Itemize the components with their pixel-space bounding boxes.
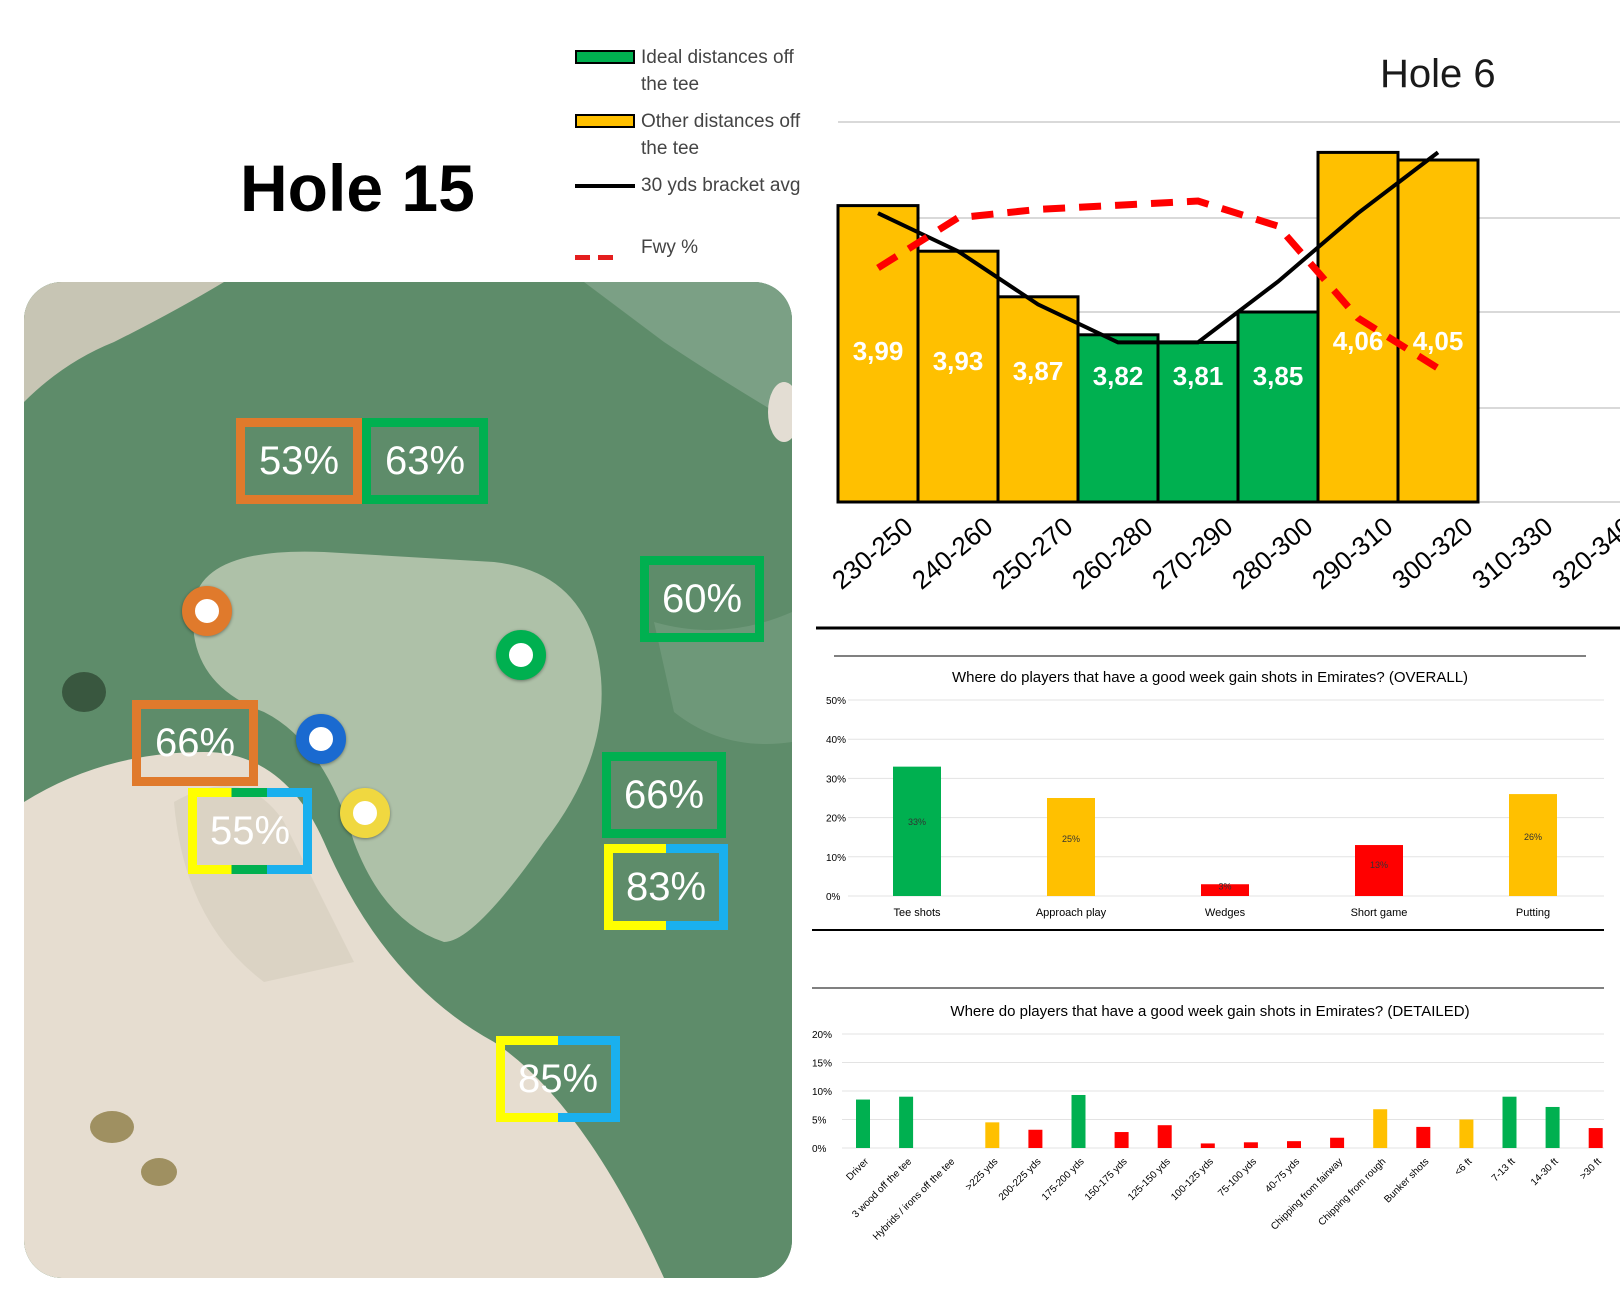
overall-y-tick: 10% <box>826 853 846 864</box>
detailed-bar <box>1287 1141 1301 1148</box>
detailed-x-tick: >30 ft <box>1578 1156 1604 1182</box>
hole6-x-tick: 300-320 <box>1386 511 1478 595</box>
detailed-x-tick: 40-75 yds <box>1263 1156 1302 1195</box>
detailed-bar <box>1546 1107 1560 1148</box>
detailed-x-tick: 125-150 yds <box>1126 1156 1173 1203</box>
overall-x-tick: Approach play <box>1036 907 1107 919</box>
detailed-bar <box>1459 1120 1473 1149</box>
overall-y-tick: 0% <box>826 892 841 903</box>
overall-bar-label: 26% <box>1524 832 1542 842</box>
detailed-bar <box>1503 1097 1517 1148</box>
overall-y-tick: 50% <box>826 696 846 707</box>
detailed-bar <box>1201 1143 1215 1148</box>
hole6-x-tick: 310-330 <box>1466 511 1558 595</box>
hole6-x-tick: 280-300 <box>1226 511 1318 595</box>
detailed-y-tick: 20% <box>812 1030 832 1041</box>
overall-bar <box>1047 798 1095 896</box>
hole6-bar-label: 4,06 <box>1333 326 1384 356</box>
hole6-bar-label: 3,82 <box>1093 361 1144 391</box>
hole6-x-tick: 270-290 <box>1146 511 1238 595</box>
detailed-x-tick: 75-100 yds <box>1216 1156 1259 1199</box>
overall-x-tick: Tee shots <box>893 907 941 919</box>
overall-y-tick: 30% <box>826 774 846 785</box>
hole6-bar <box>1238 312 1318 502</box>
overall-bar-label: 25% <box>1062 834 1080 844</box>
overall-bar-label: 3% <box>1218 882 1231 892</box>
overall-chart-title: Where do players that have a good week g… <box>952 669 1468 686</box>
detailed-x-tick: 150-175 yds <box>1083 1156 1130 1203</box>
detailed-x-tick: <6 ft <box>1453 1156 1475 1178</box>
hole6-bar <box>918 251 998 502</box>
detailed-x-tick: Chipping from fairway <box>1269 1156 1345 1232</box>
detailed-bar <box>1589 1128 1603 1148</box>
detailed-x-tick: 100-125 yds <box>1169 1156 1216 1203</box>
detailed-bar <box>985 1122 999 1148</box>
detailed-x-tick: Hybrids / irons off the tee <box>871 1156 958 1243</box>
overall-x-tick: Short game <box>1351 907 1408 919</box>
detailed-y-tick: 10% <box>812 1087 832 1098</box>
detailed-x-tick: 175-200 yds <box>1040 1156 1087 1203</box>
detailed-x-tick: 7-13 ft <box>1490 1156 1518 1184</box>
detailed-x-tick: >225 yds <box>964 1156 1001 1193</box>
overall-bar-label: 33% <box>908 817 926 827</box>
hole6-x-tick: 260-280 <box>1066 511 1158 595</box>
hole6-x-tick: 290-310 <box>1306 511 1398 595</box>
hole6-bar-label: 3,81 <box>1173 361 1224 391</box>
detailed-bar <box>1244 1142 1258 1148</box>
detailed-bar <box>1115 1132 1129 1148</box>
detailed-x-tick: 200-225 yds <box>997 1156 1044 1203</box>
hole6-x-tick: 240-260 <box>906 511 998 595</box>
hole6-bar <box>1078 335 1158 502</box>
detailed-bar <box>1330 1138 1344 1148</box>
hole6-bar-label: 3,99 <box>853 336 904 366</box>
overall-x-tick: Putting <box>1516 907 1550 919</box>
hole6-x-tick: 320-340 <box>1546 511 1620 595</box>
overall-y-tick: 40% <box>826 735 846 746</box>
detailed-bar <box>1072 1095 1086 1148</box>
overall-bar <box>1509 794 1557 896</box>
hole6-bar-label: 3,87 <box>1013 356 1064 386</box>
detailed-x-tick: Driver <box>844 1156 871 1183</box>
detailed-bar <box>899 1097 913 1148</box>
detailed-y-tick: 15% <box>812 1059 832 1070</box>
hole6-bar-label: 3,93 <box>933 346 984 376</box>
detailed-bar <box>1158 1125 1172 1148</box>
overall-y-tick: 20% <box>826 814 846 825</box>
hole6-bar-label: 4,05 <box>1413 326 1464 356</box>
detailed-bar <box>1028 1130 1042 1148</box>
overall-x-tick: Wedges <box>1205 907 1246 919</box>
detailed-chart-title: Where do players that have a good week g… <box>950 1003 1469 1020</box>
detailed-x-tick: 14-30 ft <box>1529 1156 1561 1188</box>
detailed-bar <box>856 1100 870 1148</box>
overall-bar-label: 13% <box>1370 860 1388 870</box>
overall-bar <box>1355 845 1403 896</box>
overall-bar <box>893 767 941 896</box>
detailed-y-tick: 5% <box>812 1116 827 1127</box>
hole6-bar-label: 3,85 <box>1253 361 1304 391</box>
detailed-x-tick: Bunker shots <box>1382 1156 1431 1205</box>
detailed-bar <box>1416 1127 1430 1148</box>
hole6-x-tick: 230-250 <box>826 511 918 595</box>
detailed-bar <box>1373 1109 1387 1148</box>
hole6-x-tick: 250-270 <box>986 511 1078 595</box>
hole6-bar <box>998 297 1078 502</box>
detailed-y-tick: 0% <box>812 1144 827 1155</box>
